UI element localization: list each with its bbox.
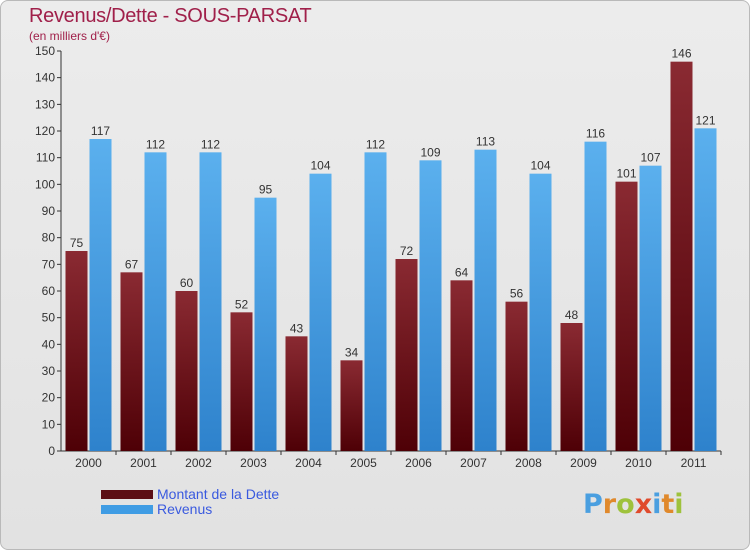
data-label-dette: 75 [70, 236, 84, 250]
y-tick-label: 0 [48, 444, 55, 458]
data-label-dette: 101 [616, 167, 636, 181]
bar-dette [670, 61, 693, 452]
bar-dette [65, 251, 88, 451]
bar-revenus [474, 149, 497, 451]
y-tick-label: 130 [35, 97, 55, 111]
bar-dette [230, 312, 253, 451]
bar-revenus [89, 139, 112, 451]
data-label-revenus: 109 [420, 145, 440, 159]
bar-dette [340, 360, 363, 451]
x-tick-label: 2006 [405, 456, 432, 470]
data-label-dette: 43 [290, 321, 304, 335]
logo-letter: x [634, 489, 653, 520]
data-label-revenus: 104 [310, 159, 330, 173]
bar-dette [450, 280, 473, 451]
data-label-revenus: 113 [476, 135, 495, 149]
x-tick-label: 2001 [130, 456, 157, 470]
logo-letter: o [616, 489, 635, 520]
data-label-revenus: 112 [146, 137, 165, 151]
y-tick-label: 10 [42, 417, 56, 431]
bar-revenus [364, 152, 387, 452]
data-label-revenus: 95 [259, 183, 273, 197]
x-tick-label: 2008 [515, 456, 542, 470]
y-tick-label: 150 [35, 44, 55, 58]
bar-revenus [639, 165, 662, 451]
bar-revenus [144, 152, 167, 452]
bar-revenus [309, 173, 332, 451]
bar-dette [560, 323, 583, 451]
x-tick-label: 2011 [681, 456, 707, 470]
data-label-dette: 72 [400, 244, 414, 258]
y-tick-label: 50 [42, 311, 56, 325]
bar-revenus [584, 141, 607, 451]
chart-title: Revenus/Dette - SOUS-PARSAT [29, 5, 312, 27]
legend-label-dette: Montant de la Dette [157, 486, 280, 502]
logo-letter: P [583, 489, 603, 520]
x-tick-label: 2010 [625, 456, 652, 470]
bar-revenus [694, 128, 717, 451]
bar-dette [175, 291, 198, 451]
data-label-revenus: 117 [91, 124, 110, 138]
logo-letter: i [652, 489, 662, 520]
x-tick-label: 2000 [75, 456, 102, 470]
y-tick-label: 140 [35, 71, 55, 85]
x-tick-label: 2003 [240, 456, 267, 470]
data-label-revenus: 121 [695, 113, 715, 127]
y-tick-label: 100 [35, 177, 55, 191]
logo-letter: i [674, 489, 684, 520]
chart-subtitle: (en milliers d'€) [29, 29, 110, 43]
legend-label-revenus: Revenus [157, 501, 213, 517]
data-label-dette: 48 [565, 308, 579, 322]
y-tick-label: 80 [42, 231, 56, 245]
data-label-dette: 34 [345, 345, 359, 359]
x-tick-label: 2004 [295, 456, 322, 470]
y-tick-label: 60 [42, 284, 56, 298]
data-label-revenus: 104 [530, 159, 550, 173]
bar-revenus [199, 152, 222, 452]
data-label-dette: 146 [671, 47, 691, 61]
data-label-dette: 64 [455, 265, 469, 279]
bar-dette [615, 181, 638, 451]
x-tick-label: 2002 [185, 456, 212, 470]
data-label-dette: 56 [510, 287, 524, 301]
legend-swatch-revenus [101, 505, 153, 514]
bar-dette [505, 301, 528, 451]
data-label-revenus: 116 [586, 127, 605, 141]
y-tick-label: 90 [42, 204, 56, 218]
bar-revenus [529, 173, 552, 451]
bar-revenus [254, 197, 277, 451]
bar-dette [120, 272, 143, 451]
y-tick-label: 110 [36, 151, 55, 165]
data-label-revenus: 112 [366, 137, 385, 151]
legend-swatch-dette [101, 490, 153, 499]
bar-dette [395, 259, 418, 451]
bar-revenus [419, 160, 442, 452]
bar-dette [285, 336, 308, 451]
x-tick-label: 2009 [570, 456, 597, 470]
logo-letter: t [661, 489, 675, 520]
y-tick-label: 40 [42, 337, 56, 351]
data-label-revenus: 107 [640, 151, 660, 165]
data-label-dette: 60 [180, 276, 194, 290]
data-label-dette: 67 [125, 257, 139, 271]
proxiti-logo: Proxiti [583, 489, 684, 520]
y-tick-label: 70 [42, 257, 56, 271]
y-tick-label: 120 [35, 124, 55, 138]
y-tick-label: 30 [42, 364, 56, 378]
data-label-revenus: 112 [201, 137, 220, 151]
x-tick-label: 2005 [350, 456, 377, 470]
logo-letter: r [602, 489, 617, 520]
data-label-dette: 52 [235, 297, 249, 311]
x-tick-label: 2007 [460, 456, 487, 470]
y-tick-label: 20 [42, 391, 56, 405]
